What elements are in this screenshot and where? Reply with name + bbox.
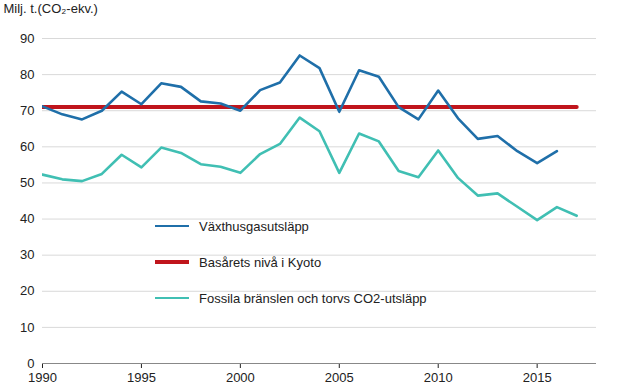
html-text:Växthusgasutsläpp: Växthusgasutsläpp <box>199 218 309 234</box>
svg-text:0: 0 <box>27 356 34 371</box>
svg-text:40: 40 <box>20 211 34 226</box>
svg-text:1990: 1990 <box>28 370 57 385</box>
svg-text:30: 30 <box>20 247 34 262</box>
svg-text:20: 20 <box>20 283 34 298</box>
svg-text:10: 10 <box>20 320 34 335</box>
svg-text:90: 90 <box>20 31 34 46</box>
svg-text:2015: 2015 <box>523 370 552 385</box>
svg-text:2005: 2005 <box>325 370 354 385</box>
svg-text:70: 70 <box>20 103 34 118</box>
svg-text:50: 50 <box>20 175 34 190</box>
svg-text:60: 60 <box>20 139 34 154</box>
svg-text:80: 80 <box>20 67 34 82</box>
html-text:Basårets nivå i Kyoto: Basårets nivå i Kyoto <box>199 254 322 270</box>
svg-text:1995: 1995 <box>127 370 156 385</box>
svg-text:2010: 2010 <box>424 370 453 385</box>
svg-text:Milj. t.(CO₂-ekv.): Milj. t.(CO₂-ekv.) <box>4 1 98 16</box>
html-text:Fossila bränslen och torvs CO2: Fossila bränslen och torvs CO2-utsläpp <box>199 290 427 306</box>
svg-text:2000: 2000 <box>226 370 255 385</box>
